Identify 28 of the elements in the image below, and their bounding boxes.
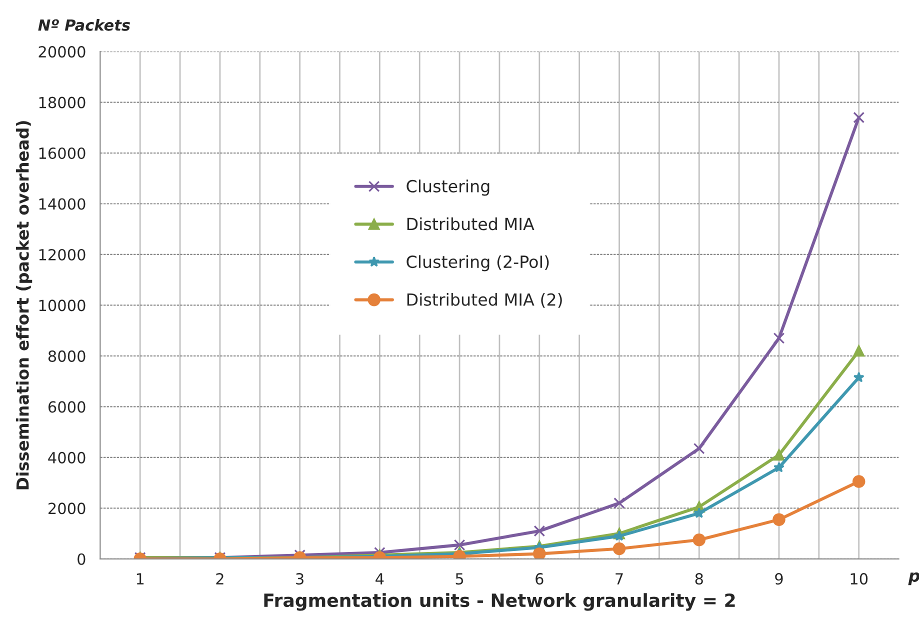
x-tick-label: 4: [376, 573, 384, 584]
x-tick-label: 2: [216, 573, 224, 584]
x-tick-label: 7: [616, 573, 623, 584]
y-tick-label: 18000: [39, 96, 86, 108]
legend-label: Clustering: [406, 180, 490, 196]
x-tick-label: 10: [850, 573, 868, 585]
x-tick-label: 8: [695, 573, 703, 585]
y-tick-label: 6000: [48, 401, 86, 413]
legend-label: Clustering (2-PoI): [406, 255, 549, 272]
x-axis-title: Fragmentation units - Network granularity = 2: [264, 593, 735, 611]
y-tick-label: 20000: [38, 46, 86, 58]
y-axis-title: Dissemination effort (packet overhead): [16, 121, 32, 490]
legend-label: Distributed MIA (2): [407, 292, 562, 308]
y-tick-label: 12000: [39, 248, 86, 261]
legend-label: Distributed MIA: [407, 217, 534, 230]
y-tick-label: 2000: [48, 502, 86, 514]
y-tick-label: 16000: [39, 147, 86, 160]
x-tick-label: 6: [536, 573, 544, 585]
x-tick-label: 1: [136, 573, 144, 584]
x-tick-label: 5: [456, 573, 464, 585]
y-tick-label: 4000: [48, 452, 86, 464]
y-tick-label: 10000: [39, 300, 86, 312]
y-tick-label: 0: [78, 553, 86, 565]
text: Nº Packets: [38, 19, 130, 31]
y-tick-label: 14000: [39, 198, 86, 210]
x-tick-label: 9: [775, 573, 783, 585]
x-tick-label: 3: [296, 573, 304, 585]
y-tick-label: 8000: [48, 350, 86, 362]
